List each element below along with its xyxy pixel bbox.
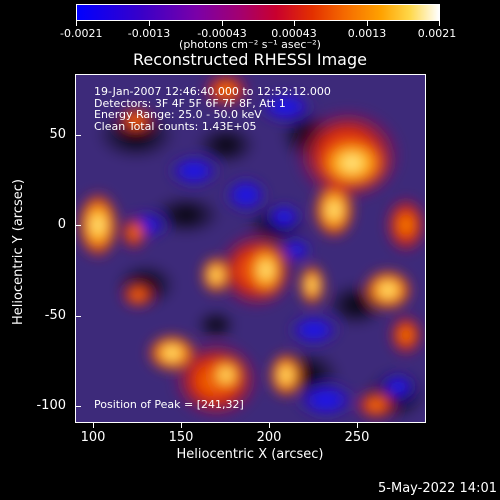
y-axis-tick [75,316,81,317]
y-axis-tick [75,135,81,136]
colorbar-tick-label: 0.0021 [417,27,457,40]
x-axis-tick [181,423,182,428]
colorbar-tick [149,21,150,26]
y-axis-title: Heliocentric Y (arcsec) [11,179,26,325]
y-axis-tick [75,406,81,407]
colorbar-tick [76,21,77,26]
x-axis-tick-label: 150 [168,430,194,445]
y-axis-tick-label: 0 [57,217,66,232]
x-axis-tick-label: 250 [344,430,370,445]
y-axis-tick-label: -50 [44,308,66,323]
colorbar-tick [294,21,295,26]
x-axis-tick [269,423,270,428]
energy-range-line: Energy Range: 25.0 - 50.0 keV [94,108,262,121]
y-axis-tick [75,225,81,226]
observation-info: 19-Jan-2007 12:46:40.000 to 12:52:12.000… [94,86,331,132]
detectors-line: Detectors: 3F 4F 5F 6F 7F 8F, Att 1 [94,96,286,110]
rhessi-image [75,74,426,423]
colorbar-units: (photons cm⁻² s⁻¹ asec⁻²) [179,38,321,51]
colorbar-tick-label: -0.0021 [60,27,103,40]
plot-title: Reconstructed RHESSI Image [133,50,367,69]
colorbar-tick-label: -0.0013 [127,27,171,40]
colorbar-tick-label: -0.00043 [197,27,247,40]
clean-counts-line: Clean Total counts: 1.43E+05 [94,119,257,133]
colorbar [76,4,440,21]
y-axis-tick-label: 50 [49,127,66,142]
x-axis-tick-label: 200 [256,430,282,445]
colorbar-tick [439,21,440,26]
colorbar-tick [222,21,223,26]
x-axis-tick-label: 100 [80,430,106,445]
colorbar-tick-label: 0.00043 [271,27,317,40]
colorbar-tick-label: 0.0013 [347,27,387,40]
observation-time: 19-Jan-2007 12:46:40.000 to 12:52:12.000 [94,85,331,98]
peak-position: Position of Peak = [241,32] [94,398,244,411]
render-timestamp: 5-May-2022 14:01 [378,481,497,496]
y-axis-tick-label: -100 [36,398,66,413]
rhessi-image-raster [76,75,425,421]
x-axis-tick [93,423,94,428]
colorbar-tick [367,21,368,26]
x-axis-title: Heliocentric X (arcsec) [176,447,324,462]
x-axis-tick [357,423,358,428]
